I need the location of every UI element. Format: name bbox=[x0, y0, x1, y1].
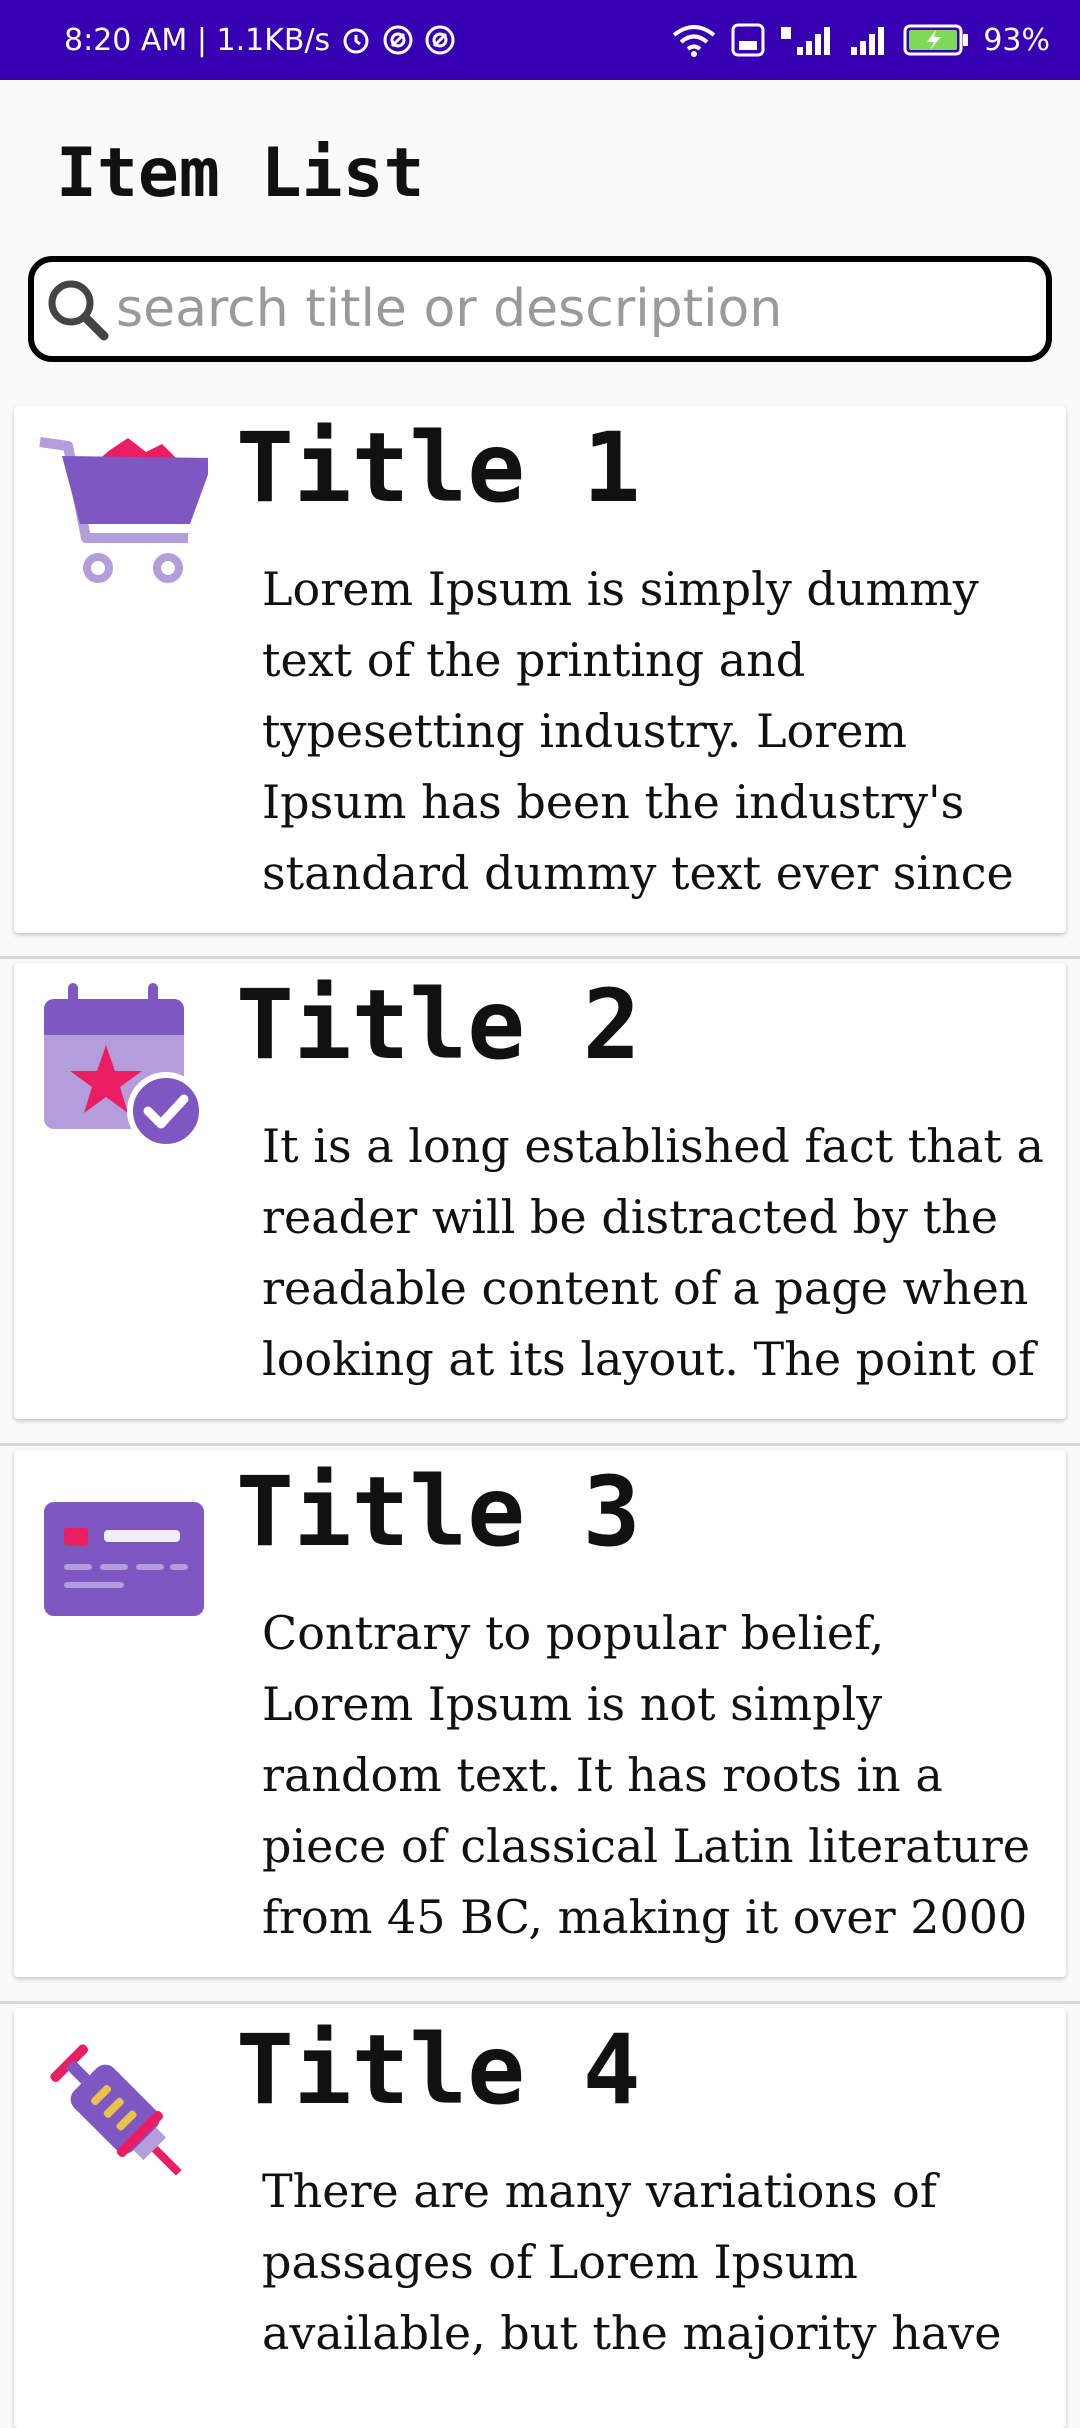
credit-card-icon bbox=[44, 1502, 204, 1616]
search-input[interactable] bbox=[112, 269, 1046, 349]
item-card[interactable]: Title 2 It is a long established fact th… bbox=[14, 963, 1066, 1419]
notification-icon-2 bbox=[425, 25, 455, 55]
item-description: Lorem Ipsum is simply dummy text of the … bbox=[262, 562, 1014, 900]
calendar-star-icon bbox=[44, 983, 205, 1150]
alarm-icon bbox=[343, 28, 369, 54]
wifi-icon bbox=[673, 25, 716, 57]
search-bar[interactable] bbox=[28, 256, 1052, 362]
notification-icon bbox=[383, 25, 413, 55]
search-icon bbox=[48, 280, 109, 341]
list-item[interactable]: Title 3 Contrary to popular belief, Lore… bbox=[0, 1446, 1080, 2004]
item-title: Title 2 bbox=[236, 969, 641, 1081]
item-description: There are many variations of passages of… bbox=[262, 2164, 1002, 2360]
syringe-icon bbox=[50, 2044, 182, 2176]
shopping-cart-icon bbox=[39, 437, 208, 583]
item-card[interactable]: Title 1 Lorem Ipsum is simply dummy text… bbox=[14, 406, 1066, 933]
page-title: Item List bbox=[56, 134, 425, 213]
item-card[interactable]: Title 3 Contrary to popular belief, Lore… bbox=[14, 1450, 1066, 1977]
item-title: Title 1 bbox=[236, 412, 641, 524]
status-left: 8:20 AM | 1.1KB/s bbox=[64, 23, 456, 58]
list-item[interactable]: Title 4 There are many variations of pas… bbox=[0, 2004, 1080, 2428]
status-time: 8:20 AM | 1.1KB/s bbox=[64, 22, 331, 58]
item-list: Title 1 Lorem Ipsum is simply dummy text… bbox=[0, 402, 1080, 2428]
status-bar: 8:20 AM | 1.1KB/s bbox=[0, 0, 1080, 80]
item-description: Contrary to popular belief, Lorem Ipsum … bbox=[262, 1606, 1030, 1944]
item-description: It is a long established fact that a rea… bbox=[262, 1119, 1044, 1386]
signal-4g-icon bbox=[781, 27, 831, 55]
list-item[interactable]: Title 1 Lorem Ipsum is simply dummy text… bbox=[0, 402, 1080, 959]
item-title: Title 4 bbox=[236, 2014, 641, 2126]
battery-percentage: 93% bbox=[983, 22, 1050, 58]
signal-icon bbox=[851, 27, 885, 55]
volte-icon bbox=[731, 23, 765, 57]
status-right: 93% bbox=[671, 23, 1050, 58]
list-item[interactable]: Title 2 It is a long established fact th… bbox=[0, 959, 1080, 1446]
item-card[interactable]: Title 4 There are many variations of pas… bbox=[14, 2008, 1066, 2428]
battery-charging-icon bbox=[903, 24, 969, 56]
item-title: Title 3 bbox=[236, 1456, 641, 1568]
